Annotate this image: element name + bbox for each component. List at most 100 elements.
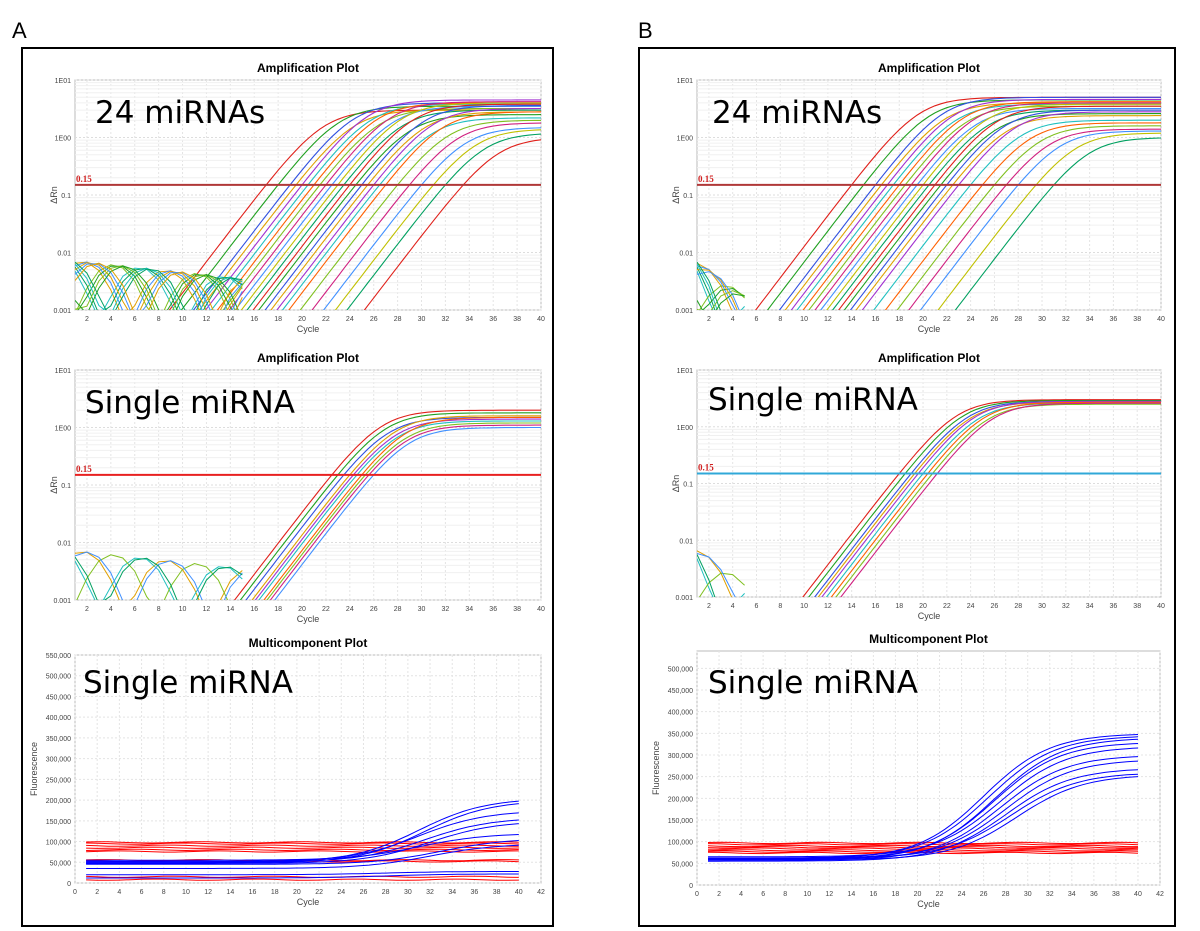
series-line [251, 415, 541, 600]
series-group [86, 800, 519, 881]
panel-a [21, 47, 554, 927]
x-tick-label: 32 [442, 606, 450, 613]
series-line [334, 129, 541, 310]
flat-series-line [86, 842, 519, 845]
series-line [855, 115, 1161, 310]
series-line [311, 122, 541, 310]
series-line [790, 98, 1161, 310]
baseline-line [75, 557, 243, 600]
y-tick-label: 250,000 [46, 777, 71, 784]
x-tick-label: 26 [370, 316, 378, 323]
series-line [820, 107, 1161, 310]
x-tick-label: 22 [315, 889, 323, 896]
x-axis-label: Cycle [297, 897, 320, 907]
x-tick-label: 36 [489, 606, 497, 613]
overlay-label-a3: Single miRNA [83, 665, 293, 701]
series-line [908, 128, 1161, 310]
sigmoid-series-line [86, 871, 519, 876]
x-tick-label: 0 [695, 891, 699, 898]
chart-title: Multicomponent Plot [249, 636, 368, 650]
series-group [697, 399, 1161, 597]
x-axis-label: Cycle [297, 614, 320, 624]
x-axis-label: Cycle [917, 899, 940, 909]
y-tick-label: 500,000 [46, 674, 71, 681]
series-line [346, 133, 541, 310]
series-line [873, 119, 1161, 310]
baseline-line [697, 270, 745, 310]
x-tick-label: 42 [1156, 891, 1164, 898]
y-axis-label: ΔRn [49, 186, 59, 204]
flat-series-line [86, 844, 519, 847]
y-tick-label: 400,000 [46, 715, 71, 722]
x-tick-label: 34 [1086, 603, 1094, 610]
x-tick-label: 20 [914, 891, 922, 898]
baseline-line [697, 265, 736, 310]
x-tick-label: 34 [1068, 891, 1076, 898]
overlay-label-b1: 24 miRNAs [712, 95, 883, 131]
x-tick-label: 2 [707, 603, 711, 610]
series-line [778, 96, 1161, 310]
y-tick-label: 50,000 [672, 861, 694, 868]
y-axis-label: ΔRn [671, 475, 681, 493]
y-tick-label: 200,000 [668, 796, 693, 803]
x-tick-label: 24 [967, 316, 975, 323]
y-tick-label: 550,000 [46, 653, 71, 660]
x-tick-label: 34 [465, 606, 473, 613]
baseline-line [75, 262, 243, 310]
baseline-line [697, 290, 745, 310]
x-tick-label: 4 [731, 603, 735, 610]
flat-series-line [86, 841, 519, 844]
x-tick-label: 22 [936, 891, 944, 898]
x-tick-label: 16 [869, 891, 877, 898]
x-tick-label: 8 [157, 316, 161, 323]
baseline-line [698, 572, 745, 597]
y-tick-label: 0 [689, 883, 693, 890]
x-tick-label: 30 [1038, 316, 1046, 323]
overlay-label-a1: 24 miRNAs [95, 95, 266, 131]
baseline-line [697, 558, 745, 597]
baseline-line [75, 551, 243, 600]
x-tick-label: 16 [872, 316, 880, 323]
x-tick-label: 14 [226, 606, 234, 613]
sigmoid-series-line [86, 840, 519, 865]
y-tick-label: 0.01 [57, 251, 71, 258]
series-line [322, 127, 541, 310]
baseline-line [697, 261, 721, 310]
x-tick-label: 14 [848, 316, 856, 323]
x-tick-label: 6 [133, 606, 137, 613]
y-tick-label: 150,000 [46, 819, 71, 826]
series-line [814, 102, 1161, 310]
x-tick-label: 24 [346, 316, 354, 323]
flat-series-line [86, 848, 519, 852]
y-tick-label: 0.1 [61, 193, 71, 200]
x-tick-label: 6 [755, 316, 759, 323]
x-tick-label: 10 [179, 316, 187, 323]
flat-series-line [86, 878, 519, 881]
series-line [826, 103, 1161, 310]
series-line [245, 416, 541, 600]
y-tick-label: 200,000 [46, 798, 71, 805]
x-tick-label: 22 [943, 603, 951, 610]
chart-title: Amplification Plot [878, 351, 980, 365]
x-tick-label: 36 [1110, 603, 1118, 610]
flat-series-line [86, 846, 519, 849]
x-tick-label: 20 [919, 603, 927, 610]
series-line [198, 109, 541, 310]
series-line [884, 122, 1161, 310]
x-tick-label: 16 [250, 316, 258, 323]
x-tick-label: 6 [133, 316, 137, 323]
series-line [269, 424, 541, 600]
series-line [239, 412, 541, 600]
x-tick-label: 38 [493, 889, 501, 896]
y-tick-label: 0.001 [675, 595, 693, 602]
x-tick-label: 22 [322, 316, 330, 323]
x-tick-label: 34 [448, 889, 456, 896]
x-tick-label: 8 [162, 889, 166, 896]
x-tick-label: 6 [755, 603, 759, 610]
y-tick-label: 300,000 [668, 753, 693, 760]
x-tick-label: 8 [783, 891, 787, 898]
